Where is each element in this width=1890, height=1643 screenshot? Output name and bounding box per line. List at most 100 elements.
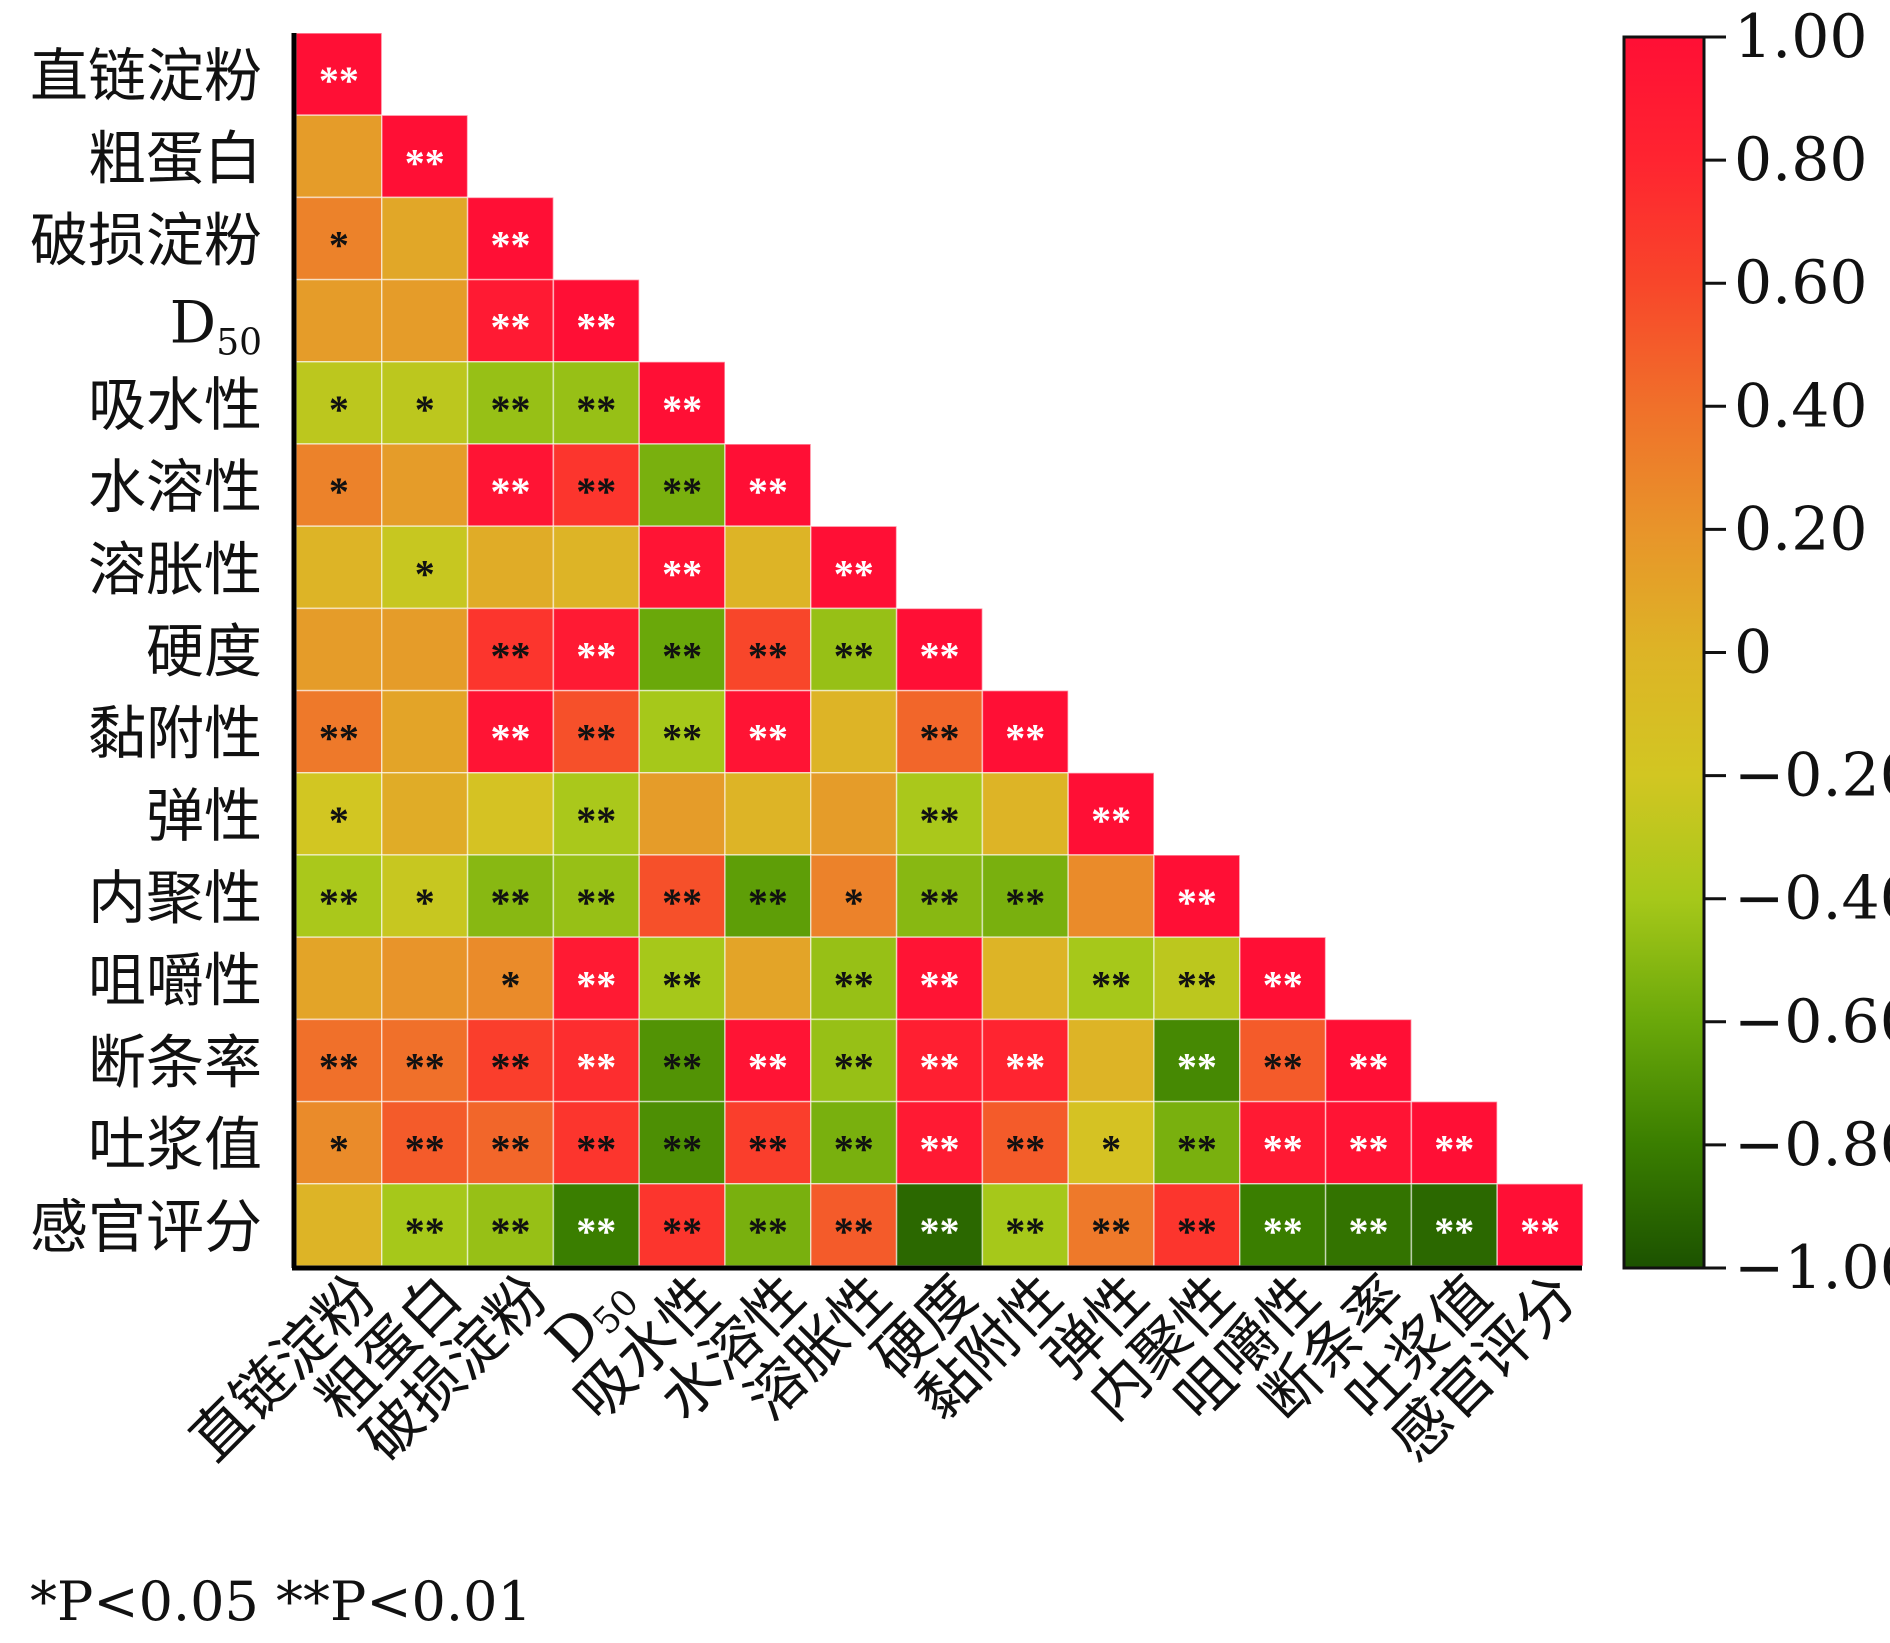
heatmap-cell (381, 278, 469, 363)
significance-mark: ** (1177, 1045, 1217, 1090)
heatmap-cell (638, 772, 726, 856)
heatmap-cell (466, 196, 555, 281)
x-axis-labels: 直链淀粉粗蛋白破损淀粉D50吸水性水溶性溶胀性硬度黏附性弹性内聚性咀嚼性断条率吐… (177, 1262, 1590, 1474)
significance-mark: ** (662, 634, 702, 679)
significance-mark: ** (662, 469, 702, 514)
heatmap-cell (724, 936, 812, 1021)
heatmap-cell (810, 854, 898, 938)
significance-footnote: *P<0.05 **P<0.01 (30, 1570, 532, 1633)
significance-mark: * (844, 880, 864, 925)
significance-mark: ** (1091, 962, 1131, 1007)
heatmap-cell (466, 772, 555, 856)
colorbar-tick-label: 0.40 (1734, 371, 1868, 441)
heatmap-cell (381, 443, 469, 527)
heatmap-cell (466, 525, 555, 610)
significance-mark: ** (576, 1045, 616, 1090)
significance-mark: ** (319, 716, 359, 761)
heatmap-cell (638, 361, 726, 445)
heatmap-cell (810, 1100, 898, 1185)
significance-mark: ** (748, 1209, 788, 1254)
heatmap-cell (381, 936, 469, 1021)
heatmap-cell (381, 1018, 469, 1103)
heatmap-cell (810, 936, 898, 1021)
heatmap-cell (381, 607, 469, 692)
heatmap-cell (638, 1018, 726, 1103)
heatmap-cell (810, 1018, 898, 1103)
significance-mark: ** (1177, 880, 1217, 925)
significance-mark: ** (491, 1045, 531, 1090)
y-tick-label: 弹性 (146, 782, 262, 850)
heatmap-cell (295, 1018, 383, 1103)
heatmap-cell (895, 1183, 984, 1267)
significance-mark: ** (319, 880, 359, 925)
significance-mark: ** (662, 1127, 702, 1172)
significance-mark: ** (491, 387, 531, 432)
significance-mark: ** (491, 634, 531, 679)
heatmap-cell (981, 772, 1069, 856)
significance-mark: ** (1263, 1127, 1303, 1172)
heatmap-cell (810, 689, 898, 774)
y-tick-label: D50 (170, 289, 262, 364)
colorbar-tick-label: −0.20 (1734, 741, 1890, 811)
significance-mark: ** (491, 305, 531, 350)
significance-mark: ** (1005, 1127, 1045, 1172)
heatmap-cell (381, 1100, 469, 1185)
significance-mark: ** (920, 798, 960, 843)
heatmap-cell (1324, 1100, 1413, 1185)
significance-mark: ** (1091, 1209, 1131, 1254)
y-tick-label: 溶胀性 (88, 535, 262, 603)
significance-mark: ** (920, 716, 960, 761)
significance-mark: ** (920, 1045, 960, 1090)
heatmap-cell (295, 525, 383, 610)
significance-mark: ** (920, 962, 960, 1007)
colorbar-tick-label: −0.80 (1734, 1110, 1890, 1180)
significance-mark: ** (1263, 962, 1303, 1007)
significance-mark: ** (834, 1127, 874, 1172)
heatmap-cell (295, 607, 383, 692)
heatmap-cell (381, 525, 469, 610)
heatmap-cell (552, 689, 640, 774)
significance-mark: ** (576, 798, 616, 843)
significance-mark: ** (1005, 716, 1045, 761)
significance-mark: ** (1005, 880, 1045, 925)
heatmap-cell (1410, 1100, 1498, 1185)
significance-mark: ** (920, 880, 960, 925)
heatmap-cell (466, 854, 555, 938)
heatmap-cell (895, 689, 984, 774)
heatmap-cell (1153, 1018, 1241, 1103)
y-tick-label: 硬度 (146, 618, 262, 686)
y-tick-label: 黏附性 (88, 700, 262, 768)
heatmap-cells: ***** **** *** * ** ** *** ** ** ** *** ** **** ** ** *… (295, 32, 1584, 1267)
heatmap-cell (295, 1183, 383, 1267)
heatmap-cell (552, 936, 640, 1021)
significance-mark: ** (576, 716, 616, 761)
heatmap-cell (552, 854, 640, 938)
significance-mark: ** (834, 962, 874, 1007)
heatmap-cell (552, 525, 640, 610)
significance-mark: ** (662, 880, 702, 925)
significance-mark: ** (834, 551, 874, 596)
y-tick-label: 感官评分 (30, 1193, 262, 1261)
heatmap-cell (295, 196, 383, 281)
colorbar-tick-label: 0.20 (1734, 494, 1868, 564)
heatmap-cell (1496, 1183, 1584, 1267)
significance-mark: ** (576, 305, 616, 350)
heatmap-cell (1067, 1018, 1155, 1103)
heatmap-cell (552, 1100, 640, 1185)
heatmap-cell (895, 607, 984, 692)
heatmap-cell (295, 854, 383, 938)
heatmap-cell (466, 936, 555, 1021)
heatmap-cell (552, 361, 640, 445)
heatmap-cell (724, 443, 812, 527)
significance-mark: ** (491, 223, 531, 268)
colorbar-tick-label: −0.60 (1734, 987, 1890, 1057)
heatmap-cell (981, 854, 1069, 938)
significance-mark: ** (491, 880, 531, 925)
heatmap-cell (295, 114, 383, 199)
heatmap-cell (552, 443, 640, 527)
significance-mark: ** (1434, 1127, 1474, 1172)
heatmap-cell (1067, 1100, 1155, 1185)
significance-mark: ** (662, 1045, 702, 1090)
heatmap-cell (724, 1100, 812, 1185)
